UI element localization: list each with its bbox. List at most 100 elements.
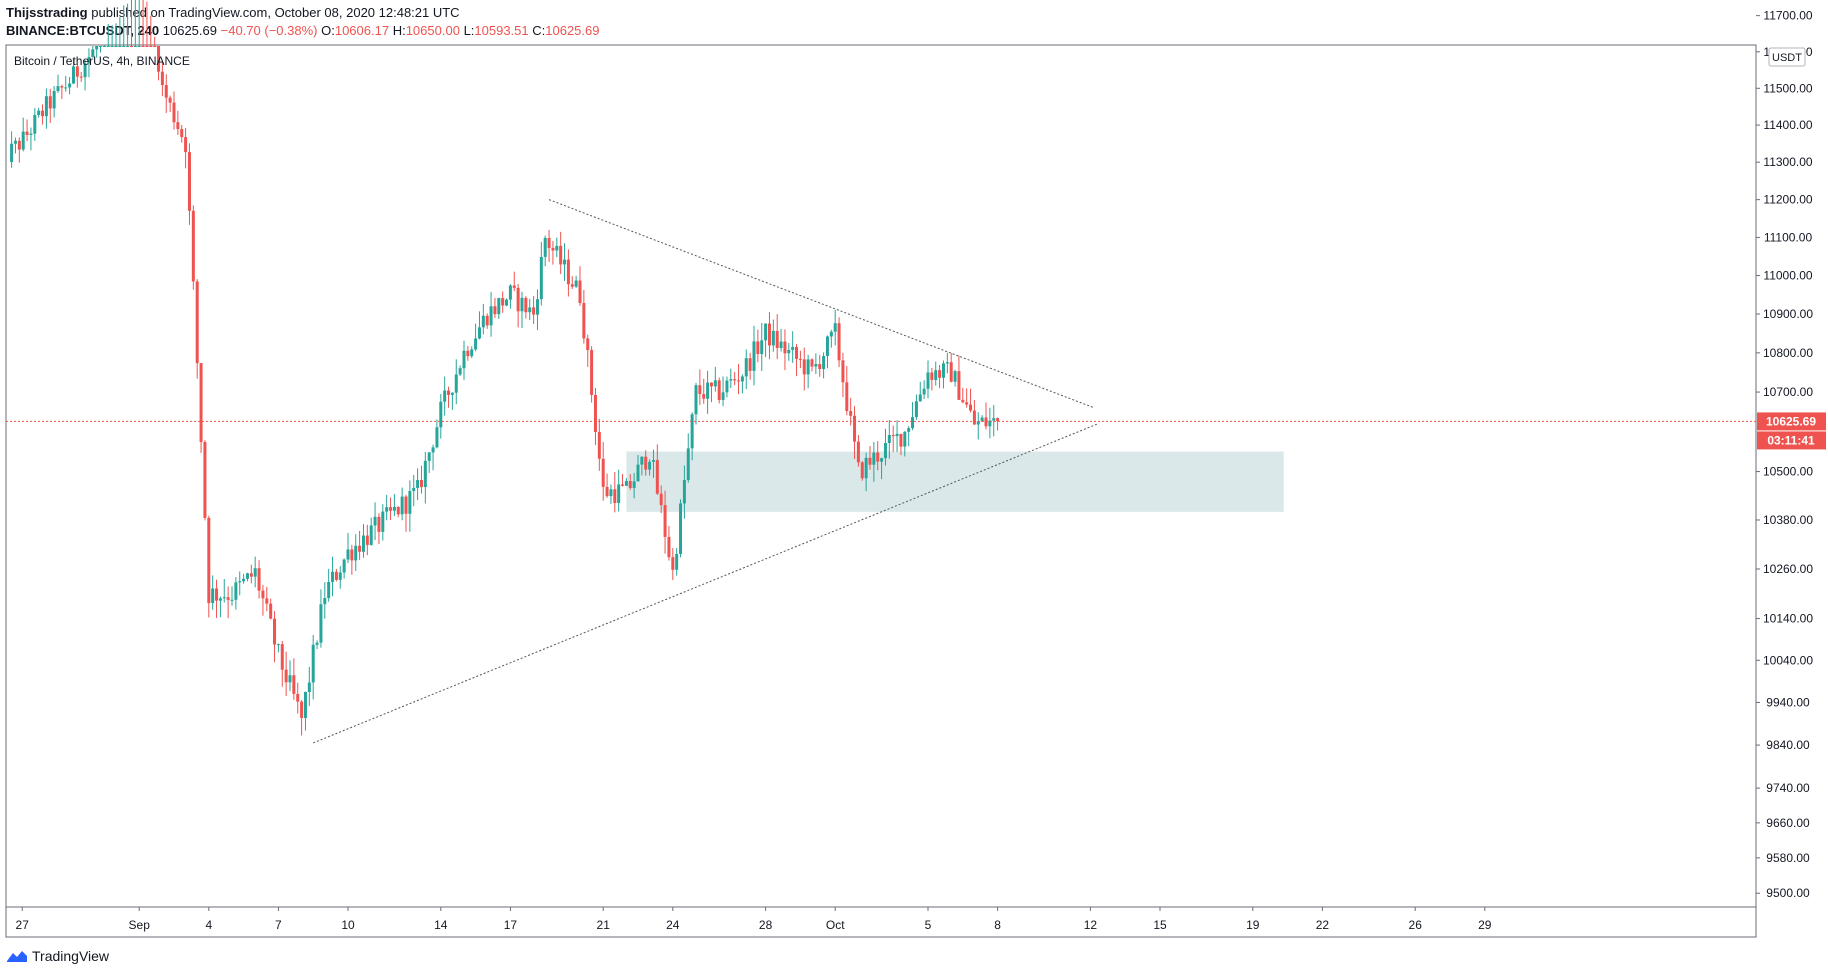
candle-body	[501, 298, 505, 306]
candle	[559, 231, 563, 275]
candle	[102, 44, 106, 47]
candle	[783, 329, 787, 371]
candle-body	[207, 517, 211, 604]
y-tick-label: 9500.00	[1766, 886, 1810, 900]
candle-body	[891, 435, 895, 437]
candle-body	[497, 298, 501, 315]
candle	[396, 506, 400, 518]
candle-body	[605, 486, 609, 497]
candle-body	[439, 401, 443, 428]
candle	[354, 534, 358, 571]
candle	[752, 325, 756, 386]
candle-body	[543, 237, 547, 257]
candle	[644, 450, 648, 476]
candle-body	[516, 287, 520, 312]
candle-body	[535, 299, 539, 315]
high-value: 10650.00	[405, 23, 460, 38]
candle	[659, 485, 663, 514]
candle	[876, 441, 880, 471]
candle	[25, 119, 29, 142]
candle-body	[238, 581, 242, 583]
candle-body	[187, 152, 191, 211]
candle	[29, 127, 33, 151]
candle-body	[632, 481, 636, 488]
candle	[570, 276, 574, 290]
candle	[671, 548, 675, 581]
candle	[814, 353, 818, 375]
candle-body	[690, 414, 694, 449]
candle-body	[825, 336, 829, 357]
price-chart[interactable]: 11800.0011700.0011600.0011500.0011400.00…	[0, 0, 1828, 940]
candle	[992, 404, 996, 437]
candle-body	[899, 433, 903, 447]
candle	[802, 347, 806, 391]
y-tick-label: 11200.00	[1763, 193, 1812, 207]
tradingview-footer[interactable]: TradingView	[6, 948, 109, 964]
candle	[721, 376, 725, 407]
currency-badge[interactable]: USDT	[1768, 47, 1806, 67]
candle	[300, 699, 304, 736]
candle-body	[648, 461, 652, 470]
author-name[interactable]: Thijsstrading	[6, 5, 88, 20]
candle	[601, 442, 605, 501]
candle	[868, 446, 872, 470]
candle-body	[106, 46, 110, 47]
candle	[586, 334, 590, 367]
candle-body	[841, 360, 845, 383]
descending-resistance-trendline[interactable]	[548, 199, 1095, 409]
candle	[988, 407, 992, 439]
candle	[582, 289, 586, 344]
candle-body	[288, 675, 292, 683]
candle-body	[934, 370, 938, 381]
candle	[238, 571, 242, 596]
candle-body	[311, 644, 315, 683]
high-label: H:	[392, 23, 406, 38]
candle	[651, 449, 655, 478]
ascending-support-trendline[interactable]	[313, 423, 1099, 744]
candle-body	[79, 76, 83, 78]
candle	[95, 46, 99, 58]
candle-body	[725, 380, 729, 393]
candle-body	[980, 417, 984, 422]
candle-body	[149, 46, 153, 47]
candle-body	[477, 327, 481, 339]
y-tick-label: 10380.00	[1763, 513, 1813, 527]
candle-body	[856, 441, 860, 463]
x-tick-label: 29	[1478, 918, 1492, 932]
candle-body	[837, 323, 841, 361]
candle-body	[895, 433, 899, 437]
candle-body	[300, 701, 304, 718]
candle	[845, 366, 849, 416]
candle-body	[926, 372, 930, 389]
candle-body	[651, 460, 655, 462]
candle	[706, 370, 710, 414]
candle-body	[215, 588, 219, 601]
x-tick-label: 14	[434, 918, 448, 932]
candle	[775, 314, 779, 360]
candle-body	[528, 307, 532, 313]
candle	[149, 15, 153, 47]
candle	[941, 360, 945, 389]
candle	[242, 573, 246, 584]
candle-body	[675, 553, 679, 570]
candle-body	[56, 86, 60, 92]
candle	[520, 291, 524, 329]
candle-body	[327, 581, 331, 599]
candle-body	[48, 96, 52, 109]
candle-body	[702, 394, 706, 399]
candle	[180, 124, 184, 143]
candle-body	[709, 382, 713, 387]
candle	[52, 85, 56, 118]
candle	[427, 451, 431, 473]
candle	[605, 473, 609, 498]
price-tag-label: 10625.69	[1766, 414, 1816, 428]
published-text: published on TradingView.com, October 08…	[91, 5, 460, 20]
candle	[265, 586, 269, 612]
open-label: O:	[321, 23, 335, 38]
candle-body	[133, 46, 137, 47]
candle	[41, 104, 45, 125]
candle-body	[91, 49, 95, 58]
candle	[141, 0, 145, 47]
candle	[450, 392, 454, 410]
candle-body	[13, 140, 17, 144]
